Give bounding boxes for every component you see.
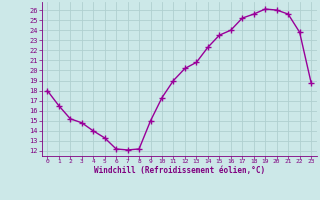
X-axis label: Windchill (Refroidissement éolien,°C): Windchill (Refroidissement éolien,°C) [94,166,265,175]
